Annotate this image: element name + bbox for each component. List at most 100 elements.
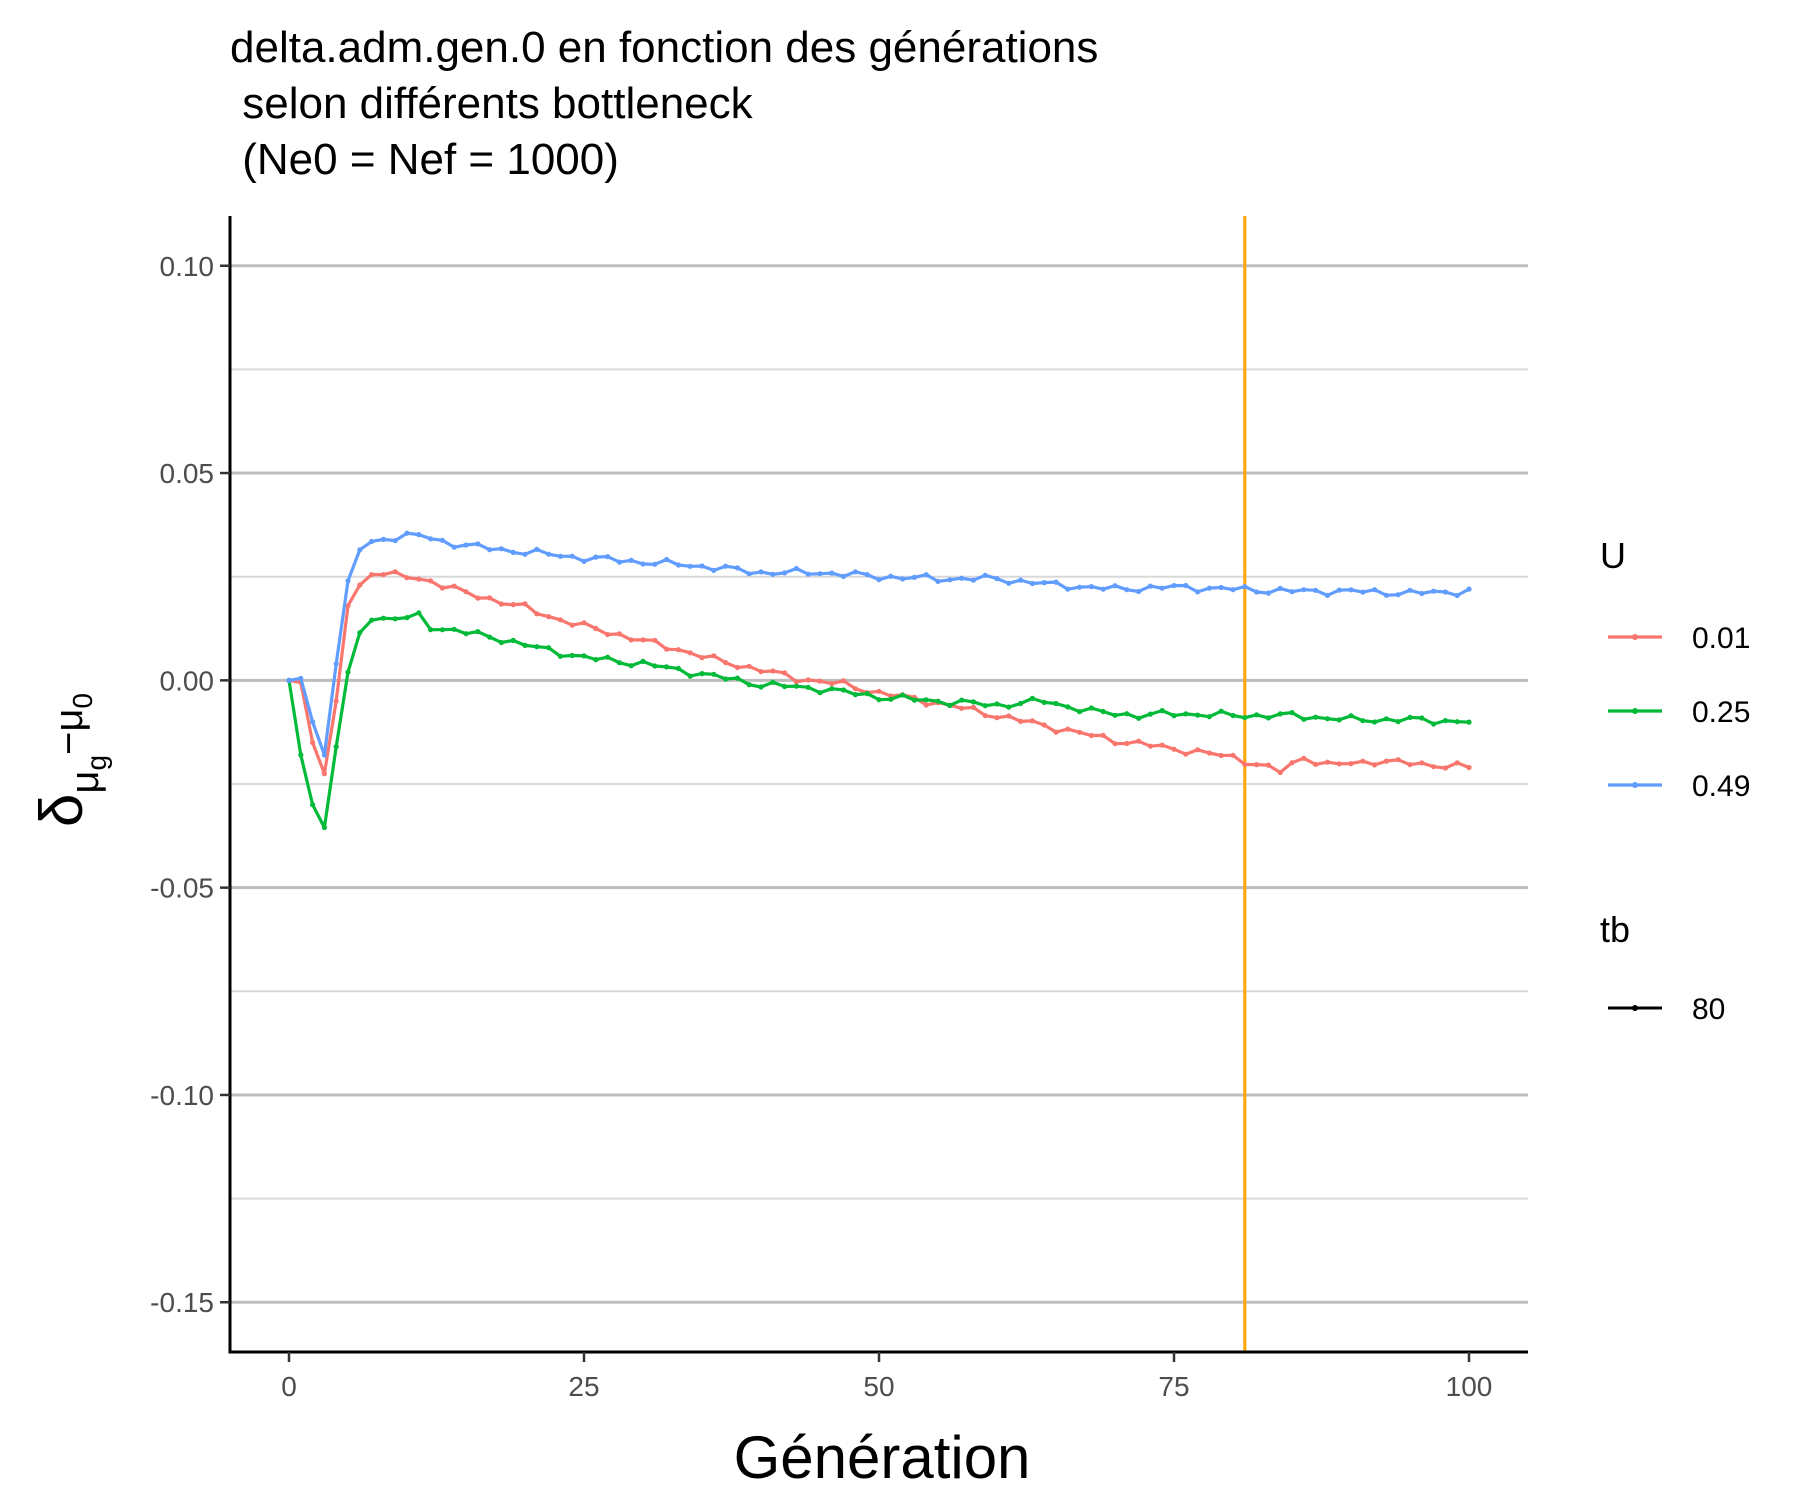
data-point (616, 660, 623, 666)
data-point (380, 572, 386, 578)
data-point (734, 675, 741, 681)
data-point (959, 575, 965, 581)
axis-layer: 0.10 0.05 0.00 -0.05 -0.10 -0.15 0 25 50 75 100 (150, 216, 1528, 1402)
data-point (888, 573, 894, 579)
y-axis-title-text: δμg−μ0 (28, 693, 112, 827)
data-point (829, 570, 835, 576)
data-point (1301, 587, 1307, 593)
data-point (1183, 582, 1189, 589)
data-point (1018, 577, 1024, 583)
data-point (1077, 729, 1083, 735)
data-point (1218, 752, 1224, 759)
data-point (1100, 708, 1106, 715)
data-point (310, 719, 316, 725)
data-point (1383, 592, 1389, 598)
data-point (1289, 760, 1295, 766)
data-point (1407, 587, 1413, 593)
data-point (1112, 741, 1118, 747)
x-tick-label: 25 (568, 1371, 599, 1402)
data-point (428, 578, 434, 584)
data-point (970, 699, 977, 705)
data-point (817, 571, 823, 577)
data-point (1088, 584, 1094, 590)
data-point (1195, 747, 1201, 753)
data-point (970, 704, 977, 711)
data-point (841, 687, 847, 693)
data-point (1336, 587, 1342, 593)
data-point (1112, 712, 1118, 718)
data-point (546, 645, 552, 651)
data-point (817, 678, 823, 684)
data-point (805, 684, 811, 690)
data-point (994, 701, 1000, 707)
data-point (404, 530, 410, 536)
data-point (333, 661, 339, 667)
y-tick-label: -0.15 (150, 1287, 214, 1318)
data-point (1265, 715, 1271, 721)
data-point (1324, 716, 1330, 722)
data-point (652, 561, 658, 567)
data-point (1088, 732, 1094, 739)
data-point (675, 647, 682, 653)
data-point (770, 668, 776, 674)
legend-linetype-label: 80 (1692, 993, 1725, 1026)
data-point (1360, 718, 1366, 724)
data-point (746, 682, 752, 688)
data-point (1041, 722, 1047, 728)
data-point (1466, 764, 1472, 771)
data-point (557, 553, 564, 559)
data-point (1336, 717, 1342, 723)
data-point (1289, 589, 1295, 595)
data-point (1065, 726, 1071, 732)
data-point (1383, 716, 1389, 722)
legend-entry-0.01: 0.01 (1608, 622, 1750, 655)
data-point (1171, 583, 1177, 589)
data-point (1077, 584, 1083, 590)
data-point (345, 578, 351, 584)
data-point (569, 622, 575, 628)
legend-linetype-title: tb (1600, 909, 1630, 950)
data-point (1313, 761, 1319, 768)
data-point (734, 664, 741, 671)
data-point (758, 684, 764, 690)
data-point (1159, 585, 1165, 591)
legend-label: 0.49 (1692, 770, 1750, 803)
series-0.25 (286, 610, 1472, 831)
data-point (1289, 710, 1295, 716)
data-point (1206, 714, 1212, 720)
data-point (1053, 700, 1059, 707)
legend-linetype-key-point (1632, 1005, 1638, 1011)
data-point (911, 574, 918, 581)
data-point (498, 639, 504, 646)
data-point (864, 691, 870, 697)
data-point (711, 671, 717, 677)
data-point (1018, 718, 1024, 725)
y-tick-label: 0.05 (160, 458, 215, 489)
data-point (1395, 757, 1401, 763)
data-point (510, 549, 516, 556)
data-point (723, 676, 729, 682)
data-point (392, 569, 398, 575)
data-point (581, 558, 587, 565)
data-point (451, 583, 457, 589)
data-point (416, 532, 422, 538)
data-point (416, 576, 422, 582)
data-point (935, 578, 941, 585)
data-point (829, 681, 835, 687)
series-line-0.01 (288, 570, 1470, 776)
data-point (487, 547, 493, 553)
data-point (864, 572, 870, 578)
data-point (947, 702, 953, 709)
y-title-minus: −μ (47, 709, 91, 755)
data-point (1147, 711, 1153, 717)
data-point (345, 603, 351, 609)
data-point (1230, 712, 1236, 719)
data-point (1100, 732, 1106, 739)
data-point (498, 546, 504, 552)
data-point (852, 686, 859, 692)
data-point (1301, 716, 1307, 722)
data-point (959, 697, 965, 703)
data-point (699, 563, 705, 569)
legend-entry-0.25: 0.25 (1608, 696, 1750, 729)
title-line-1: delta.adm.gen.0 en fonction des générati… (230, 23, 1098, 72)
